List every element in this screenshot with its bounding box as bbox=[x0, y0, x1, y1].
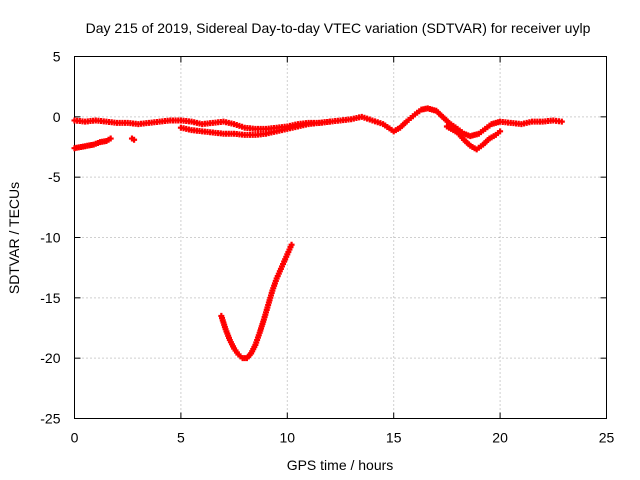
y-tick-label: -10 bbox=[40, 230, 60, 246]
y-tick-label: 5 bbox=[53, 49, 61, 65]
y-tick-label: 0 bbox=[53, 109, 61, 125]
x-tick-label: 20 bbox=[492, 430, 508, 446]
grid bbox=[74, 56, 607, 419]
x-tick-label: 5 bbox=[177, 430, 185, 446]
y-tick-label: -5 bbox=[48, 169, 61, 185]
data-point bbox=[497, 128, 504, 135]
y-axis-label: SDTVAR / TECUs bbox=[6, 182, 22, 294]
x-axis-label: GPS time / hours bbox=[287, 457, 394, 473]
data-point bbox=[558, 118, 565, 125]
data-point bbox=[107, 135, 114, 142]
data-point bbox=[288, 241, 295, 248]
chart-title: Day 215 of 2019, Sidereal Day-to-day VTE… bbox=[86, 20, 591, 36]
x-tick-label: 15 bbox=[386, 430, 402, 446]
x-tick-labels: 0 5 10 15 20 25 bbox=[71, 430, 615, 446]
y-tick-labels: 5 0 -5 -10 -15 -20 -25 bbox=[40, 49, 60, 427]
data-points bbox=[71, 105, 565, 362]
x-tick-label: 25 bbox=[599, 430, 615, 446]
y-tick-label: -15 bbox=[40, 290, 60, 306]
y-tick-label: -20 bbox=[40, 350, 60, 366]
data-point bbox=[131, 136, 138, 143]
x-tick-label: 0 bbox=[71, 430, 79, 446]
plot-frame bbox=[74, 56, 607, 419]
data-point bbox=[326, 118, 333, 125]
x-tick-label: 10 bbox=[280, 430, 296, 446]
y-tick-label: -25 bbox=[40, 411, 60, 427]
